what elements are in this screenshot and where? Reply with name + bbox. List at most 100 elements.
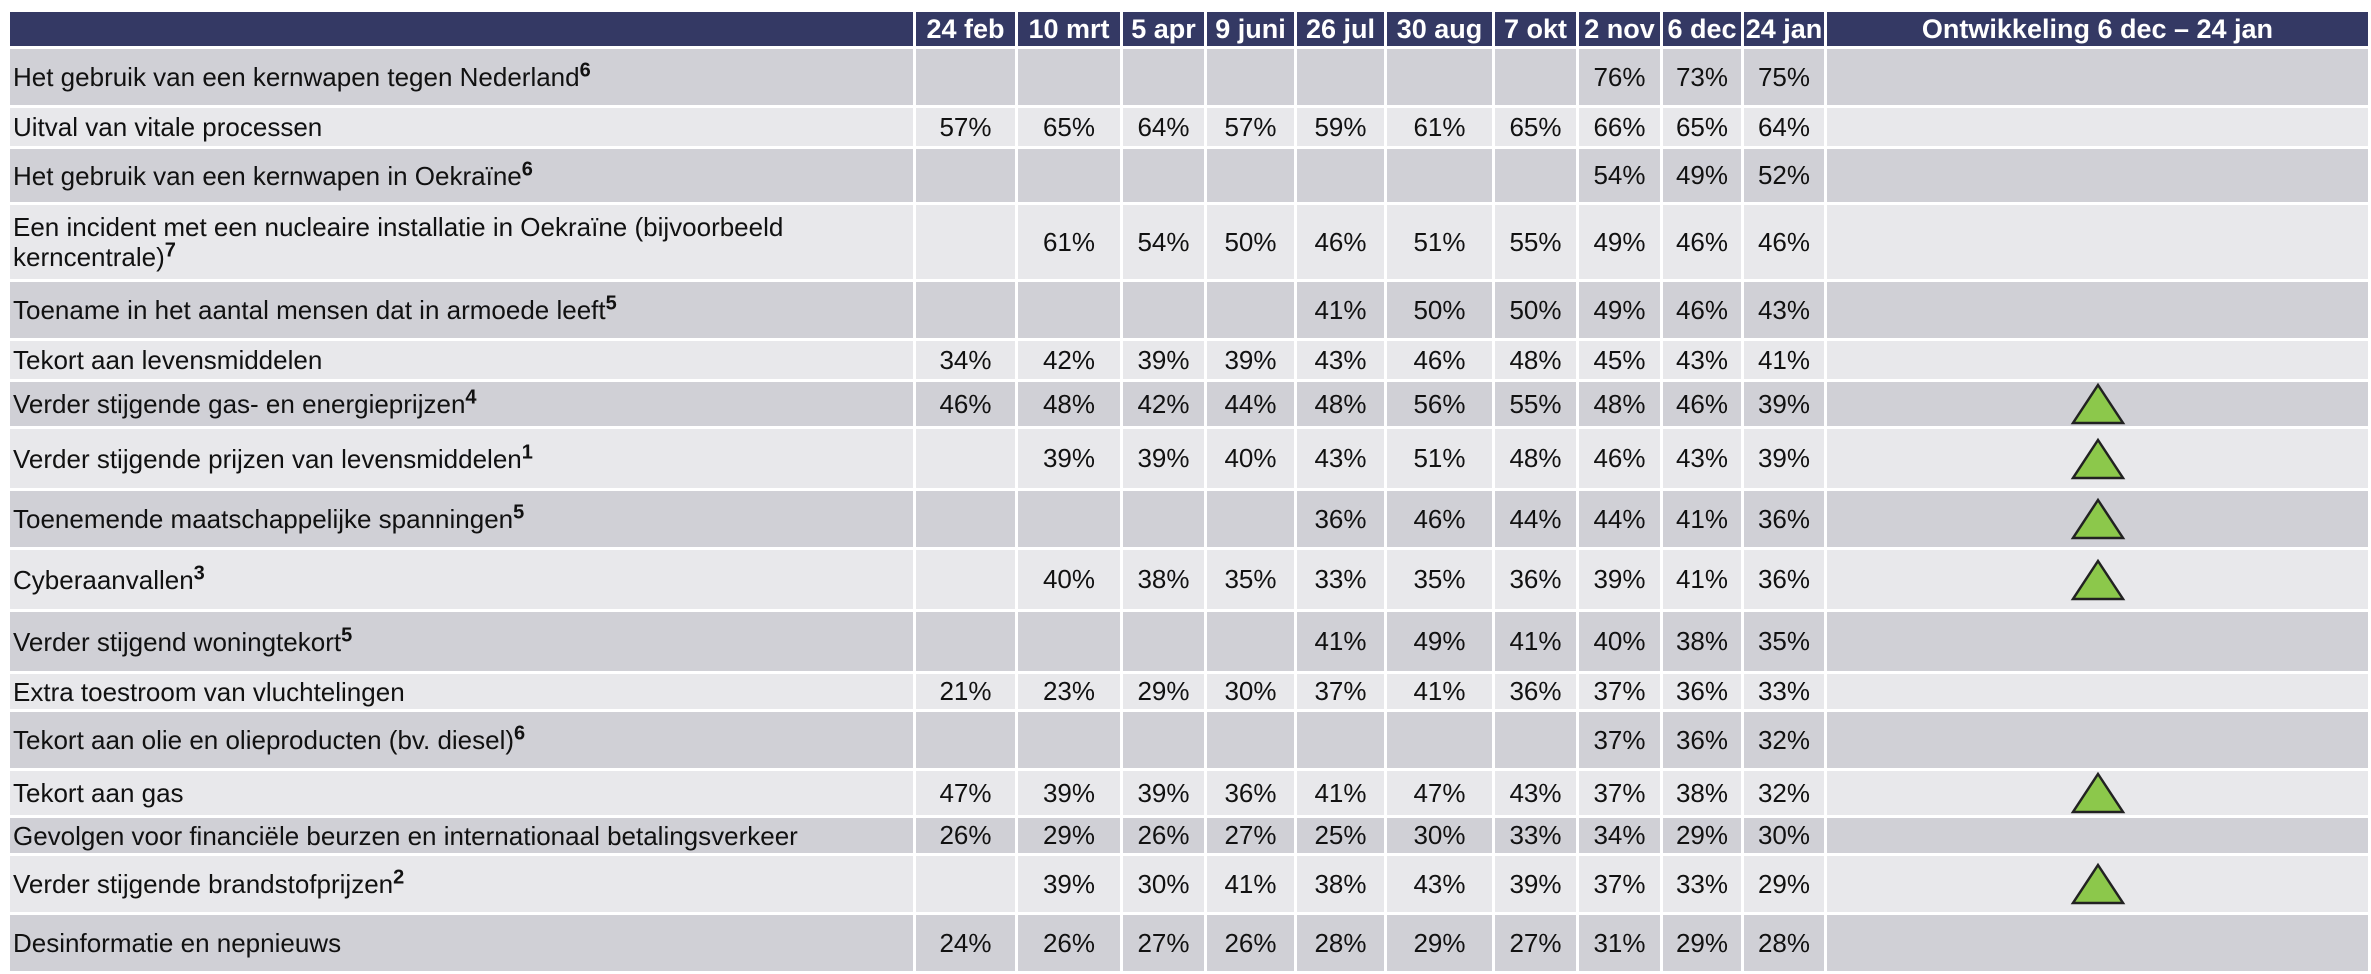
value-cell: 36% xyxy=(1744,491,1824,547)
row: Extra toestroom van vluchtelingen 21% 23% 2… xyxy=(10,674,2368,709)
value-cell: 36% xyxy=(1663,674,1741,709)
row: Tekort aan gas 47% 39% 39% 36% 41% 47% 43% 37% 38… xyxy=(10,771,2368,815)
footnote: 4 xyxy=(465,386,477,409)
header-cell: 6 dec xyxy=(1663,12,1741,46)
value-cell: 41% xyxy=(1744,341,1824,379)
trend-cell xyxy=(1827,612,2368,671)
value-cell xyxy=(916,712,1015,768)
value-cell xyxy=(1123,49,1204,105)
value-cell: 34% xyxy=(916,341,1015,379)
value-cell: 25% xyxy=(1297,818,1384,853)
row: Het gebruik van een kernwapen tegen Nede… xyxy=(10,49,2368,105)
value-cell: 38% xyxy=(1663,771,1741,815)
value-cell: 40% xyxy=(1579,612,1660,671)
value-cell: 39% xyxy=(1123,429,1204,488)
trend-cell xyxy=(1827,429,2368,488)
value-cell: 49% xyxy=(1387,612,1492,671)
value-cell: 51% xyxy=(1387,429,1492,488)
value-cell: 46% xyxy=(1579,429,1660,488)
value-cell: 36% xyxy=(1297,491,1384,547)
value-cell: 29% xyxy=(1018,818,1120,853)
value-cell xyxy=(1387,49,1492,105)
value-cell xyxy=(1018,282,1120,338)
value-cell: 61% xyxy=(1387,108,1492,146)
row-label: Tekort aan olie en olieproducten (bv. di… xyxy=(10,712,913,768)
row-label: Het gebruik van een kernwapen tegen Nede… xyxy=(10,49,913,105)
value-cell: 43% xyxy=(1744,282,1824,338)
row: Verder stijgende prijzen van levensmidde… xyxy=(10,429,2368,488)
trend-cell xyxy=(1827,149,2368,202)
value-cell: 48% xyxy=(1579,382,1660,426)
value-cell xyxy=(916,491,1015,547)
trend-cell xyxy=(1827,108,2368,146)
label-text: Cyberaanvallen xyxy=(13,564,194,595)
value-cell: 36% xyxy=(1744,550,1824,609)
value-cell xyxy=(1297,49,1384,105)
value-cell: 49% xyxy=(1663,149,1741,202)
footnote: 5 xyxy=(513,501,525,524)
value-cell: 39% xyxy=(1579,550,1660,609)
value-cell xyxy=(1207,491,1294,547)
value-cell: 41% xyxy=(1297,771,1384,815)
value-cell: 27% xyxy=(1495,915,1576,971)
value-cell: 35% xyxy=(1387,550,1492,609)
value-cell: 49% xyxy=(1579,282,1660,338)
page: {"table":{"header":["","24 feb","10 mrt"… xyxy=(10,12,2368,971)
value-cell: 38% xyxy=(1297,856,1384,912)
value-cell: 39% xyxy=(1744,382,1824,426)
row: Uitval van vitale processen 57% 65% 64% 57% 5… xyxy=(10,108,2368,146)
trend-cell xyxy=(1827,550,2368,609)
row-label: Uitval van vitale processen xyxy=(10,108,913,146)
value-cell: 36% xyxy=(1495,674,1576,709)
value-cell: 46% xyxy=(1744,205,1824,279)
trend-cell xyxy=(1827,282,2368,338)
value-cell: 59% xyxy=(1297,108,1384,146)
label-text: Verder stijgende gas- en energieprijzen xyxy=(13,389,466,419)
row-label: Cyberaanvallen3 xyxy=(10,550,913,609)
triangle xyxy=(2070,382,2125,425)
trend-up-icon xyxy=(2070,862,2125,905)
value-cell: 41% xyxy=(1297,282,1384,338)
value-cell: 35% xyxy=(1207,550,1294,609)
row-label: Verder stijgend woningtekort5 xyxy=(10,612,913,671)
footnote: 1 xyxy=(521,440,533,463)
value-cell: 23% xyxy=(1018,674,1120,709)
trend-cell xyxy=(1827,491,2368,547)
value-cell: 39% xyxy=(1207,341,1294,379)
value-cell: 48% xyxy=(1495,341,1576,379)
value-cell: 30% xyxy=(1123,856,1204,912)
value-cell: 33% xyxy=(1744,674,1824,709)
value-cell: 51% xyxy=(1387,205,1492,279)
value-cell xyxy=(1123,491,1204,547)
value-cell: 42% xyxy=(1018,341,1120,379)
row: Toenemende maatschappelijke spanningen5 3… xyxy=(10,491,2368,547)
value-cell: 39% xyxy=(1123,771,1204,815)
value-cell: 65% xyxy=(1495,108,1576,146)
value-cell: 39% xyxy=(1744,429,1824,488)
value-cell: 38% xyxy=(1123,550,1204,609)
label-text: Extra toestroom van vluchtelingen xyxy=(13,676,405,707)
value-cell xyxy=(916,149,1015,202)
row-label: Tekort aan gas xyxy=(10,771,913,815)
trend-cell xyxy=(1827,771,2368,815)
trend-cell xyxy=(1827,341,2368,379)
value-cell: 41% xyxy=(1495,612,1576,671)
value-cell xyxy=(1018,149,1120,202)
label-text: Toename in het aantal mensen dat in armo… xyxy=(13,295,606,325)
value-cell: 50% xyxy=(1495,282,1576,338)
triangle xyxy=(2070,437,2125,479)
value-cell: 37% xyxy=(1579,712,1660,768)
value-cell: 30% xyxy=(1387,818,1492,853)
row-label: Toenemende maatschappelijke spanningen5 xyxy=(10,491,913,547)
value-cell: 64% xyxy=(1744,108,1824,146)
value-cell: 43% xyxy=(1387,856,1492,912)
value-cell: 54% xyxy=(1579,149,1660,202)
value-cell: 30% xyxy=(1744,818,1824,853)
value-cell: 38% xyxy=(1663,612,1741,671)
label-text: Gevolgen voor financiële beurzen en inte… xyxy=(13,820,798,851)
row: Gevolgen voor financiële beurzen en inte… xyxy=(10,818,2368,853)
trend-cell xyxy=(1827,856,2368,912)
trend-up-icon xyxy=(2070,558,2125,600)
row: Een incident met een nucleaire installat… xyxy=(10,205,2368,279)
value-cell: 43% xyxy=(1495,771,1576,815)
